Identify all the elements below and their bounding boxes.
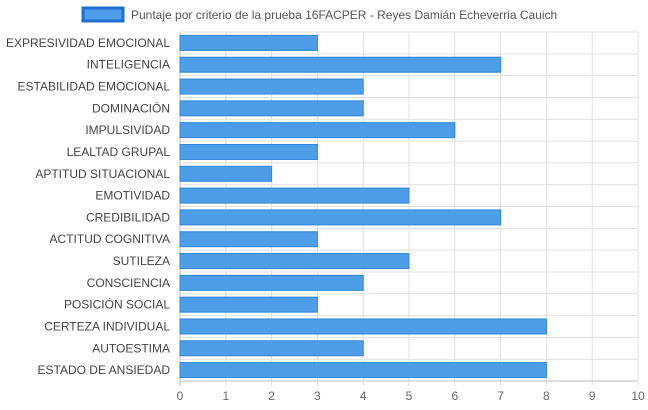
category-label: POSICIÓN SOCIAL: [64, 297, 170, 312]
category-label: IMPULSIVIDAD: [85, 123, 170, 137]
bar[interactable]: [179, 122, 456, 139]
bar[interactable]: [179, 318, 547, 335]
x-tick-label: 7: [497, 389, 504, 403]
category-label: APTITUD SITUACIONAL: [35, 167, 170, 181]
x-tick-label: 9: [589, 389, 596, 403]
bar[interactable]: [179, 56, 502, 73]
bars: [179, 34, 547, 379]
bar[interactable]: [179, 209, 502, 226]
category-label: SUTILEZA: [113, 254, 170, 268]
bar[interactable]: [179, 362, 547, 379]
bar[interactable]: [179, 340, 364, 357]
category-label: CERTEZA INDIVIDUAL: [44, 319, 170, 333]
x-tick-label: 3: [314, 389, 321, 403]
bar[interactable]: [179, 231, 318, 248]
category-label: ACTITUD COGNITIVA: [50, 232, 170, 246]
legend-label: Puntaje por criterio de la prueba 16FACP…: [131, 8, 557, 22]
category-label: ESTADO DE ANSIEDAD: [38, 363, 171, 377]
x-tick-label: 8: [543, 389, 550, 403]
legend-swatch: [81, 6, 125, 23]
bar[interactable]: [179, 100, 364, 117]
category-label: AUTOESTIMA: [92, 341, 170, 355]
bar[interactable]: [179, 253, 410, 270]
x-tick-label: 2: [268, 389, 275, 403]
x-tick-labels: 0 1 2 3 4 5 6 7 8 9 10: [177, 389, 645, 403]
category-label: EXPRESIVIDAD EMOCIONAL: [6, 36, 170, 50]
category-label: EMOTIVIDAD: [95, 189, 170, 203]
chart-legend[interactable]: Puntaje por criterio de la prueba 16FACP…: [81, 6, 557, 23]
bar[interactable]: [179, 78, 364, 95]
category-label: ESTABILIDAD EMOCIONAL: [18, 80, 171, 94]
x-tick-label: 5: [406, 389, 413, 403]
bar[interactable]: [179, 296, 318, 313]
category-label: CREDIBILIDAD: [86, 210, 170, 224]
category-labels: EXPRESIVIDAD EMOCIONAL INTELIGENCIA ESTABI…: [6, 36, 170, 377]
x-tick-label: 6: [451, 389, 458, 403]
bar[interactable]: [179, 143, 318, 160]
bar[interactable]: [179, 187, 410, 204]
category-label: CONSCIENCIA: [87, 276, 170, 290]
bar[interactable]: [179, 34, 318, 51]
x-tick-label: 10: [631, 389, 645, 403]
x-tick-label: 4: [360, 389, 367, 403]
x-tick-label: 1: [222, 389, 229, 403]
bar[interactable]: [179, 165, 273, 182]
category-label: DOMINACIÓN: [92, 100, 170, 115]
category-label: LEALTAD GRUPAL: [67, 145, 171, 159]
x-tick-label: 0: [177, 389, 184, 403]
bar[interactable]: [179, 274, 364, 291]
category-label: INTELIGENCIA: [87, 58, 170, 72]
